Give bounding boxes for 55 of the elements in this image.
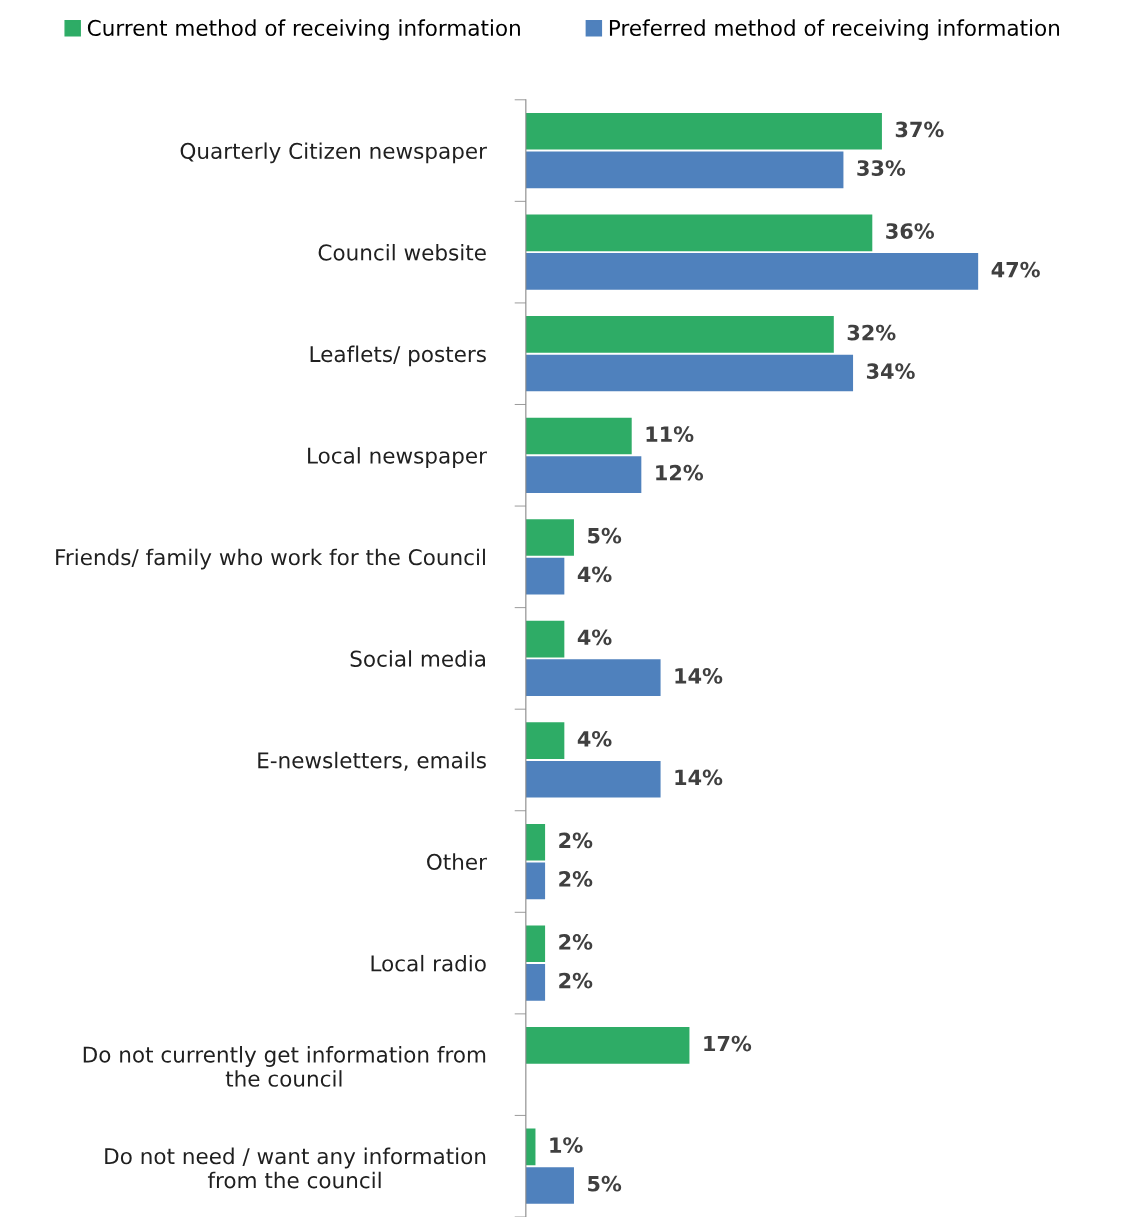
- data-label: 2%: [559, 972, 593, 989]
- y-tick-label: Local newspaper: [308, 447, 487, 468]
- bar: [525, 823, 546, 861]
- data-label: 37%: [895, 121, 944, 138]
- data-label: 11%: [646, 426, 694, 443]
- data-label: 5%: [588, 1175, 622, 1192]
- data-label: 47%: [991, 261, 1040, 278]
- data-label: 36%: [886, 223, 935, 239]
- bar: [525, 354, 854, 392]
- y-tick-label: E-newsletters, emails: [258, 751, 486, 771]
- data-label: 4%: [577, 629, 612, 646]
- bar: [525, 760, 661, 798]
- data-label: 14%: [675, 769, 723, 786]
- data-label: 2%: [559, 871, 593, 887]
- y-tick-label: Local radio: [371, 954, 486, 972]
- bar: [525, 659, 661, 697]
- y-tick-label: Friends/ family who work for the Council: [56, 548, 485, 570]
- bar: [525, 151, 844, 189]
- bar: [525, 214, 873, 252]
- y-tick-label: Leaflets/ posters: [310, 345, 486, 367]
- bar: [525, 417, 632, 455]
- data-label: 32%: [847, 324, 896, 341]
- y-tick-label: Council website: [318, 243, 486, 261]
- bar: [525, 557, 565, 595]
- bar: [525, 456, 642, 493]
- bar: [525, 253, 979, 290]
- bar: [525, 1027, 690, 1064]
- y-tick-label: Social media: [350, 650, 485, 667]
- bar: [525, 620, 565, 658]
- bar: [525, 722, 565, 759]
- bar: [525, 964, 546, 1001]
- bar: [525, 112, 882, 150]
- data-label: 4%: [577, 566, 612, 583]
- bar: [525, 862, 546, 900]
- data-label: 34%: [866, 363, 915, 380]
- y-tick-label: Do not need / want any information from the council: [105, 1147, 486, 1189]
- data-label: 17%: [704, 1035, 752, 1052]
- bar: [525, 1128, 536, 1166]
- data-label: 12%: [656, 464, 704, 481]
- data-label: 5%: [588, 527, 622, 544]
- bar: [525, 925, 546, 963]
- data-label: 4%: [577, 730, 612, 747]
- legend-label: Preferred method of receiving information: [609, 19, 1060, 41]
- data-label: 2%: [559, 832, 593, 849]
- data-label: 14%: [675, 667, 723, 684]
- y-tick-label: Do not currently get information from the council: [83, 1046, 486, 1087]
- y-tick-label: Quarterly Citizen newspaper: [180, 142, 487, 164]
- bar: [525, 1167, 574, 1204]
- bar: [525, 519, 574, 556]
- y-tick-label: Other: [427, 853, 487, 871]
- data-label: 2%: [559, 934, 593, 950]
- legend-label: Current method of receiving information: [87, 19, 520, 41]
- data-label: 1%: [550, 1137, 583, 1153]
- data-label: 33%: [857, 160, 906, 176]
- bar: [525, 316, 834, 353]
